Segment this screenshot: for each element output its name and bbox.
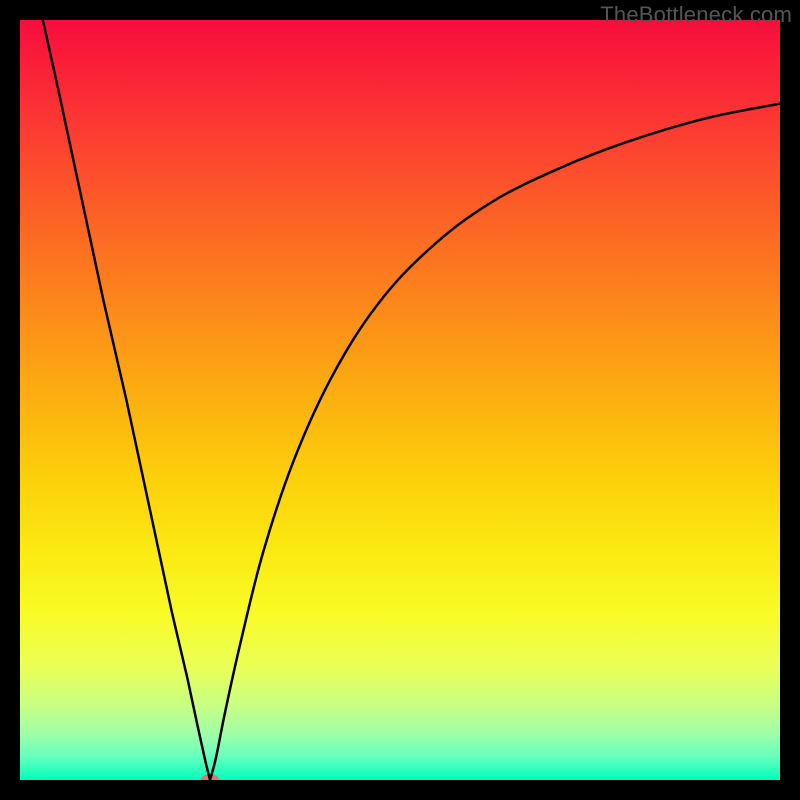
watermark-label: TheBottleneck.com bbox=[600, 2, 792, 28]
chart-plot bbox=[20, 20, 780, 780]
chart-frame: TheBottleneck.com bbox=[0, 0, 800, 800]
chart-svg bbox=[20, 20, 780, 780]
chart-background bbox=[20, 20, 780, 780]
